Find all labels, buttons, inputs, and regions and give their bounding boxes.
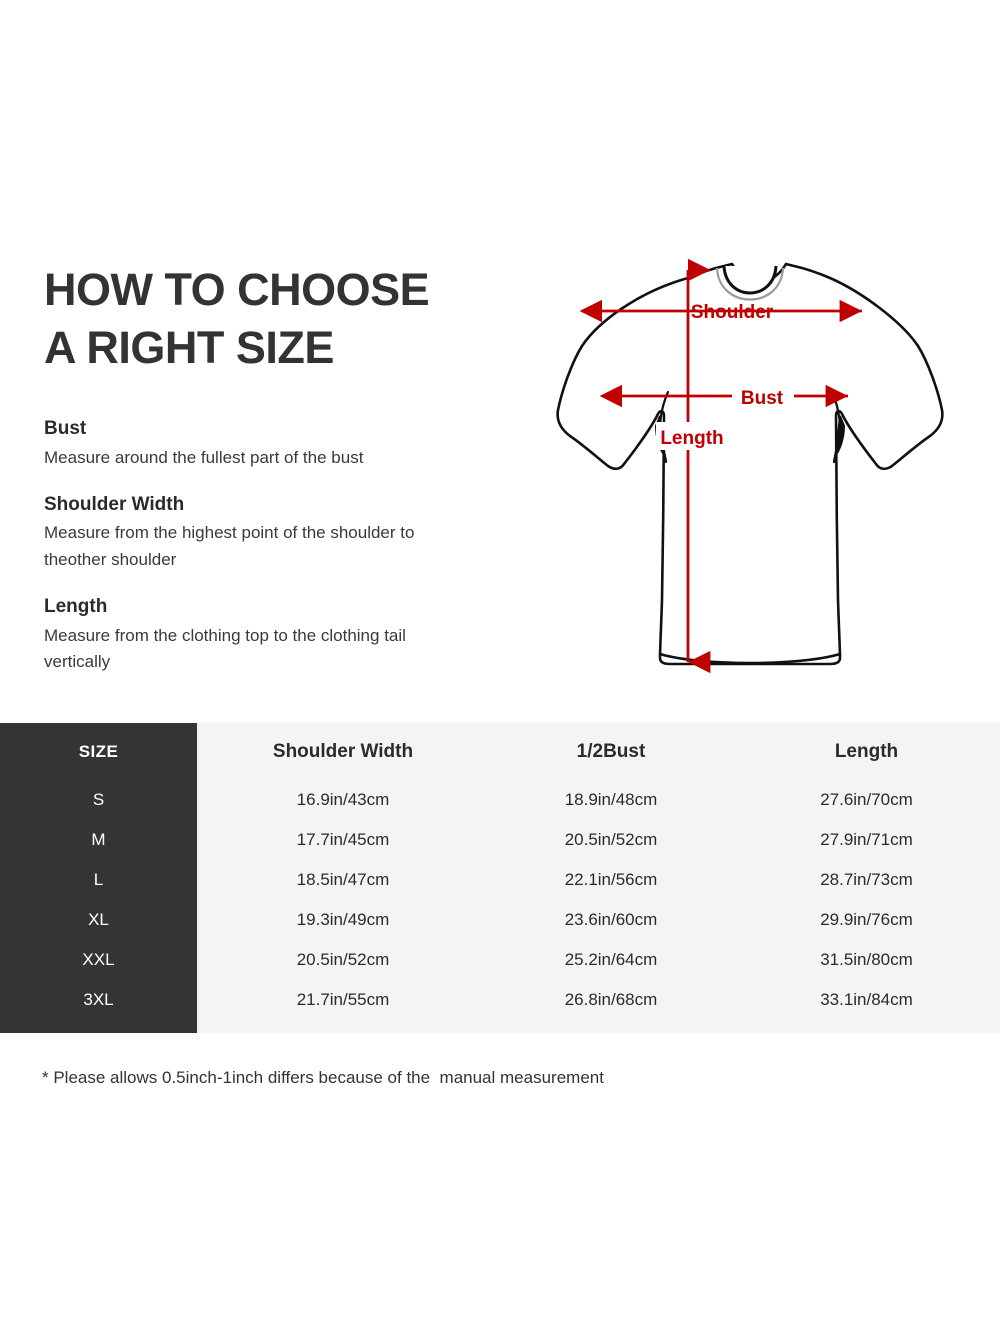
guide-item-shoulder-width: Shoulder Width Measure from the highest … [44,491,464,573]
shoulder-label: Shoulder [691,302,774,323]
guide-term-bust: Bust [44,418,87,439]
cell-length-l: 28.7in/73cm [820,870,913,889]
cell-length-m: 27.9in/71cm [820,830,913,849]
measurement-disclaimer: * Please allows 0.5inch-1inch differs be… [42,1068,604,1087]
page-title-line-2: A RIGHT SIZE [44,321,334,373]
table-row: 20.5in/52cm 25.2in/64cm 31.5in/80cm [197,940,1000,980]
bust-measure-arrow: Bust [599,382,848,410]
table-row: 18.5in/47cm 22.1in/56cm 28.7in/73cm [197,860,1000,900]
table-header-shoulder-width: Shoulder Width [272,740,414,762]
cell-bust-xxl: 25.2in/64cm [564,950,658,969]
table-row: 16.9in/43cm 18.9in/48cm 27.6in/70cm [197,780,1000,820]
guide-desc-shoulder-width: Measure from the highest point of the sh… [44,523,415,569]
cell-bust-xl: 23.6in/60cm [564,910,658,929]
page-title: HOW TO CHOOSE A RIGHT SIZE [44,261,514,376]
table-header-row: Shoulder Width 1/2Bust Length [197,723,1000,780]
size-cell-s: S [92,790,105,809]
table-header-half-bust: 1/2Bust [576,740,646,762]
guide-term-shoulder-width: Shoulder Width [44,493,185,515]
size-cell-3xl: 3XL [83,990,114,1009]
table-header-size: SIZE [78,741,119,761]
guide-desc-bust: Measure around the fullest part of the b… [44,447,364,467]
cell-shoulder-xxl: 20.5in/52cm [296,950,390,969]
cell-length-xl: 29.9in/76cm [820,910,913,929]
cell-shoulder-xl: 19.3in/49cm [296,910,390,929]
cell-length-3xl: 33.1in/84cm [820,990,913,1009]
bust-label: Bust [741,388,784,409]
cell-bust-l: 22.1in/56cm [564,870,658,889]
tshirt-outline [556,262,944,666]
cell-shoulder-s: 16.9in/43cm [296,790,390,809]
cell-bust-s: 18.9in/48cm [564,790,658,809]
length-measure-arrow: Length [656,258,728,674]
size-cell-xxl: XXL [82,950,115,969]
cell-shoulder-3xl: 21.7in/55cm [296,990,390,1009]
page-title-line-1: HOW TO CHOOSE [44,264,430,315]
size-cell-xl: XL [88,910,109,929]
tshirt-measurement-diagram: Shoulder Bust Length [510,250,990,690]
size-chart-table: SIZE S M L XL XXL 3XL Shoulder Width 1/2… [0,723,1000,1033]
guide-item-length: Length Measure from the clothing top to … [44,593,464,675]
cell-bust-m: 20.5in/52cm [564,830,658,849]
cell-shoulder-l: 18.5in/47cm [296,870,390,889]
measurement-guide: Bust Measure around the fullest part of … [44,415,464,675]
size-cell-l: L [93,870,104,889]
shoulder-measure-arrow: Shoulder [579,299,862,323]
guide-term-length: Length [44,596,108,618]
size-cell-m: M [91,830,106,849]
guide-desc-length: Measure from the clothing top to the clo… [44,625,406,672]
cell-length-xxl: 31.5in/80cm [820,950,913,969]
table-row: 17.7in/45cm 20.5in/52cm 27.9in/71cm [197,820,1000,860]
cell-shoulder-m: 17.7in/45cm [296,830,390,849]
measurement-columns: Shoulder Width 1/2Bust Length 16.9in/43c… [197,723,1000,1033]
length-label: Length [660,428,723,449]
table-header-length: Length [834,740,899,762]
table-row: 19.3in/49cm 23.6in/60cm 29.9in/76cm [197,900,1000,940]
cell-length-s: 27.6in/70cm [820,790,913,809]
guide-item-bust: Bust Measure around the fullest part of … [44,415,464,471]
size-column: SIZE S M L XL XXL 3XL [0,723,197,1033]
table-row: 21.7in/55cm 26.8in/68cm 33.1in/84cm [197,980,1000,1020]
cell-bust-3xl: 26.8in/68cm [564,990,658,1009]
